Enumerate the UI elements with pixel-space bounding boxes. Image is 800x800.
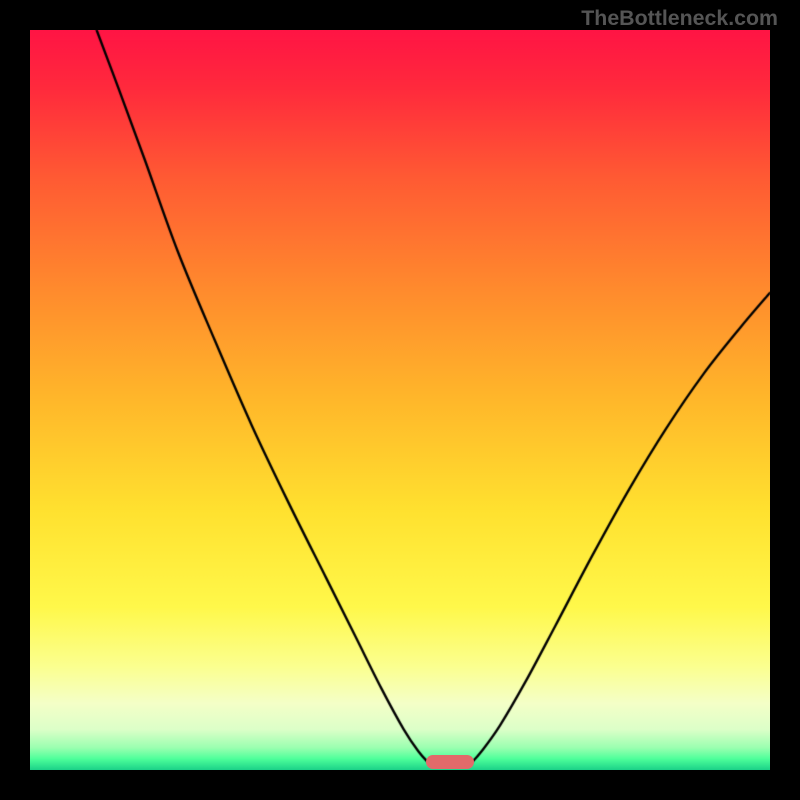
optimal-marker bbox=[426, 755, 474, 769]
watermark-text: TheBottleneck.com bbox=[581, 6, 778, 31]
curve-canvas bbox=[0, 0, 800, 800]
chart-stage: TheBottleneck.com bbox=[0, 0, 800, 800]
